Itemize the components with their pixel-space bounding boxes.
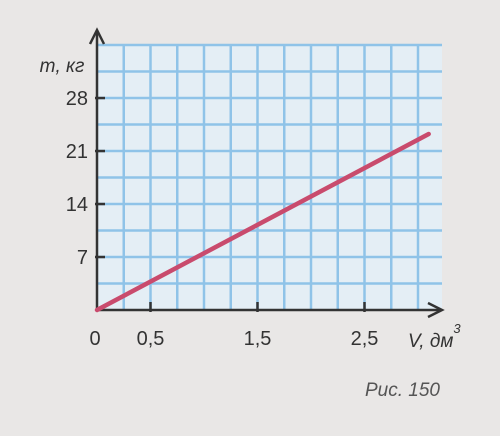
ticks: 7 14 21 28 0 0,5 1,5 2,5 [66, 88, 379, 350]
grid [97, 43, 442, 310]
axes [88, 27, 445, 319]
x-axis-arrow [427, 301, 445, 319]
y-axis-label: m, кг [40, 56, 85, 77]
y-tick-label: 21 [66, 141, 88, 163]
x-tick-label: 0,5 [137, 328, 165, 350]
y-tick-label: 14 [66, 194, 88, 216]
y-axis-arrow [88, 27, 106, 45]
x-tick-label: 2,5 [351, 328, 379, 350]
series-line [94, 131, 431, 313]
y-tick-label: 7 [77, 247, 88, 269]
x-tick-label: 1,5 [244, 328, 272, 350]
x-axis-label-superscript: 3 [453, 321, 461, 336]
figure-caption: Рис. 150 [365, 380, 440, 401]
series-layer [94, 131, 431, 313]
y-tick-label: 28 [66, 88, 88, 110]
x-axis-label: V, дм3 [408, 321, 461, 352]
x-tick-label: 0 [89, 328, 100, 350]
